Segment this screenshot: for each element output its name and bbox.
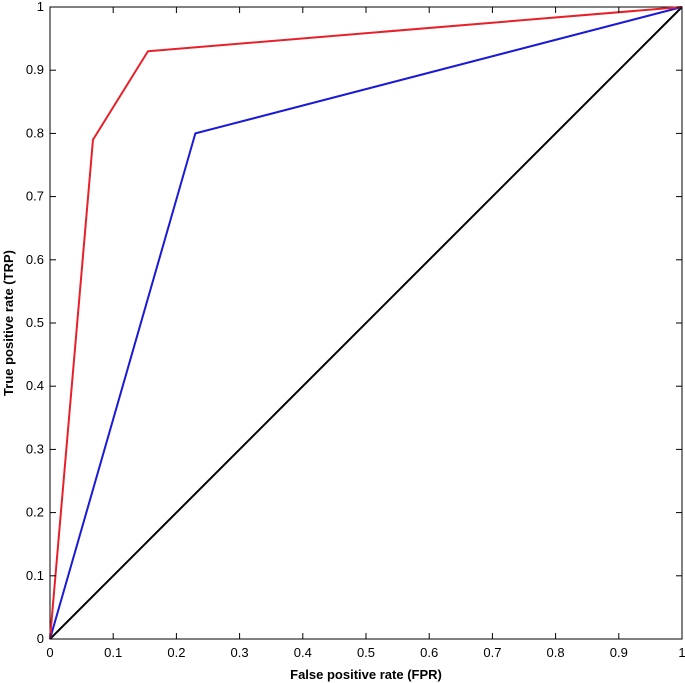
- x-tick-label: 0.4: [294, 645, 312, 660]
- x-tick-label: 0: [46, 645, 53, 660]
- y-tick-label: 0.1: [26, 568, 44, 583]
- series-line-2: [49, 6, 683, 640]
- y-tick-label: 0.7: [26, 189, 44, 204]
- x-tick-label: 1: [678, 645, 685, 660]
- y-axis-label: True positive rate (TRP): [1, 250, 16, 396]
- series-line-1: [49, 6, 683, 640]
- x-axis-label: False positive rate (FPR): [290, 667, 442, 682]
- y-tick-label: 0: [37, 631, 44, 646]
- x-tick-label: 0.7: [483, 645, 501, 660]
- x-tick-label: 0.2: [167, 645, 185, 660]
- y-tick-label: 0.8: [26, 125, 44, 140]
- x-tick-label: 0.6: [420, 645, 438, 660]
- y-tick-label: 0.9: [26, 62, 44, 77]
- series-line-0: [49, 6, 683, 640]
- x-tick-label: 0.8: [547, 645, 565, 660]
- y-tick-label: 0.2: [26, 505, 44, 520]
- y-tick-label: 0.3: [26, 441, 44, 456]
- ticks-layer: 0 0.1 0.2 0.3 0.4 0.5 0.6 0.7 0.8 0.9 1 0 0.1 0.2 0.3 0…: [26, 0, 685, 660]
- y-tick-label: 0.4: [26, 378, 44, 393]
- y-tick-label: 1: [37, 0, 44, 14]
- x-tick-label: 0.3: [231, 645, 249, 660]
- x-tick-label: 0.1: [104, 645, 122, 660]
- y-tick-label: 0.5: [26, 315, 44, 330]
- series-layer: [49, 6, 683, 640]
- y-tick-label: 0.6: [26, 252, 44, 267]
- x-tick-label: 0.5: [357, 645, 375, 660]
- x-tick-label: 0.9: [610, 645, 628, 660]
